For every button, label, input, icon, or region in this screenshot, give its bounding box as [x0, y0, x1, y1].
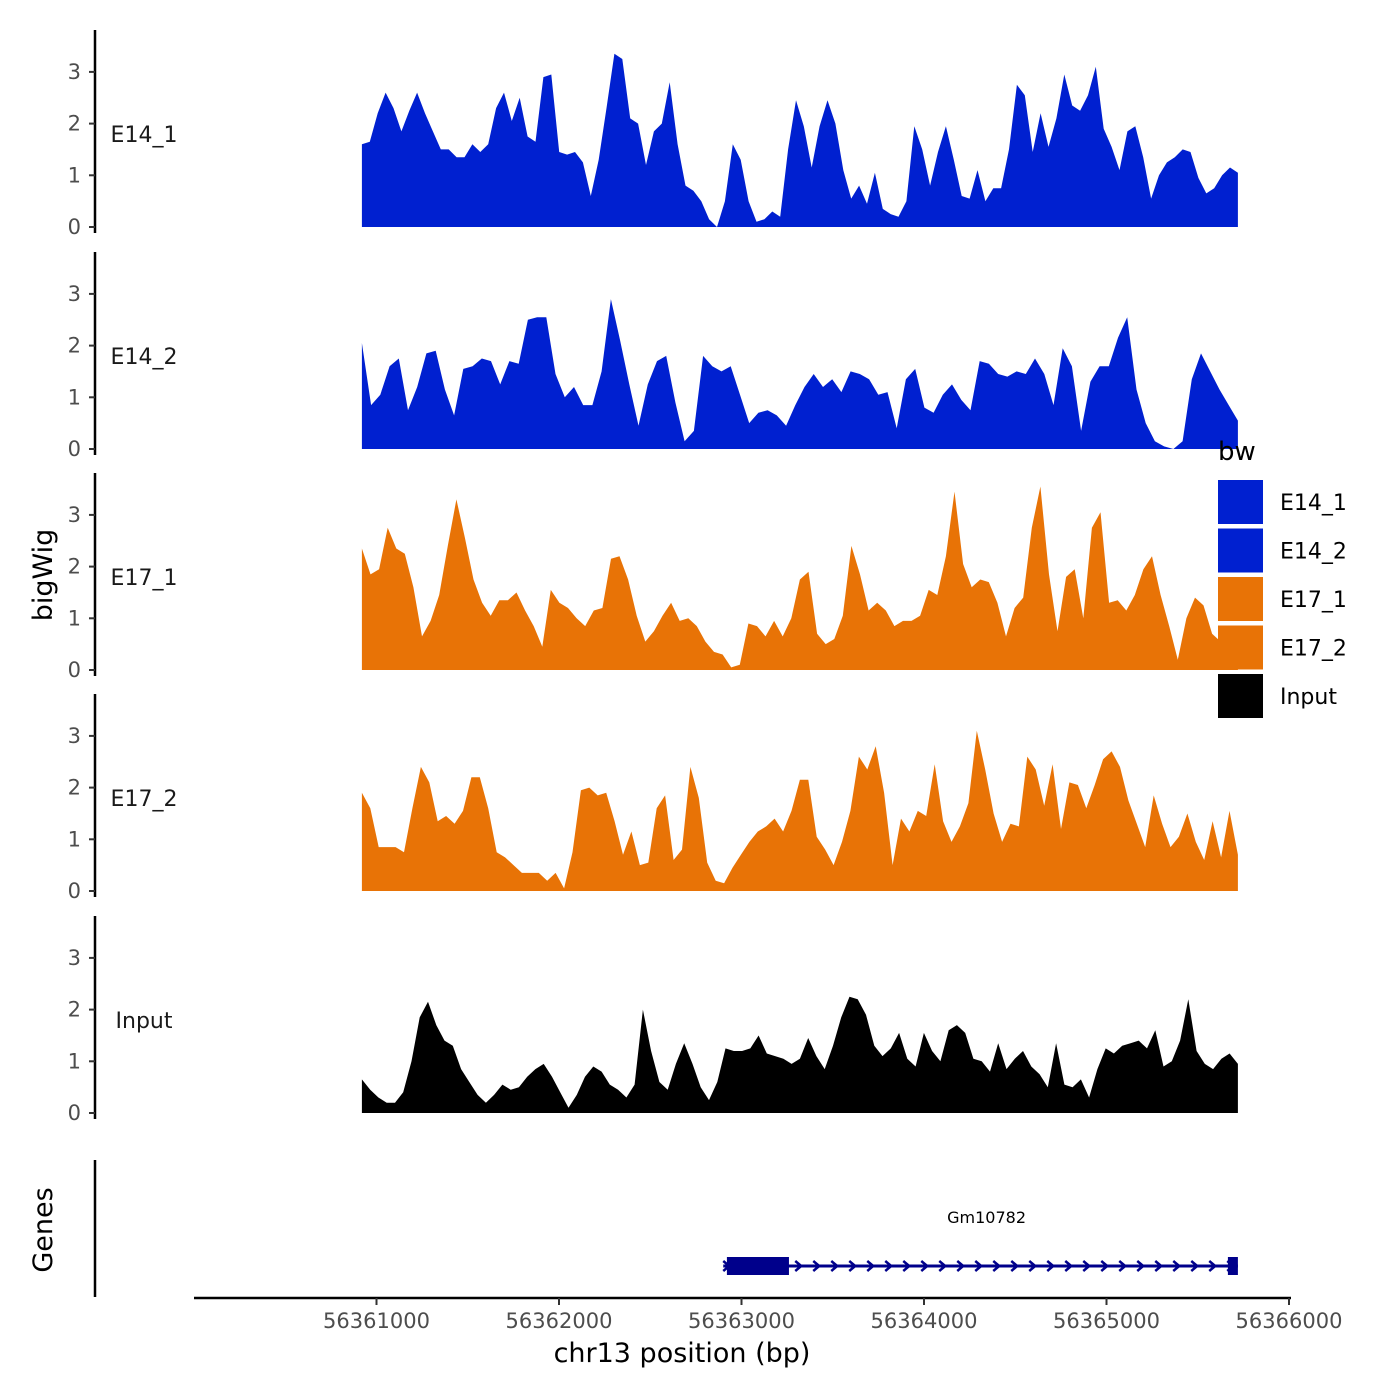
legend-label: E17_2: [1280, 637, 1347, 662]
track-Input: 0 1 2 3 Input: [68, 916, 1238, 1125]
y-tick-label: 0: [68, 437, 81, 461]
legend-label: E14_1: [1280, 491, 1347, 516]
y-tick-label: 1: [68, 385, 81, 409]
strand-arrow: [1010, 1260, 1020, 1272]
y-tick-label: 1: [68, 1049, 81, 1073]
y-tick-label: 0: [68, 658, 81, 682]
y-tick-label: 0: [68, 879, 81, 903]
y-tick-label: 3: [68, 724, 81, 748]
strand-arrow: [1064, 1260, 1074, 1272]
strand-arrow: [1136, 1260, 1146, 1272]
strand-arrow: [830, 1260, 840, 1272]
strand-arrow: [884, 1260, 894, 1272]
signal-tracks: 0 1 2 3 E14_1 0 1 2 3 E14_2 0 1 2 3 E17_1 0 1 2 3 E17_2 0 1 2 3…: [68, 30, 1238, 1125]
y-tick-label: 3: [68, 282, 81, 306]
strand-arrow: [1046, 1260, 1056, 1272]
track-E14_2: 0 1 2 3 E14_2: [68, 252, 1238, 461]
legend-label: E14_2: [1280, 540, 1347, 565]
track-E17_2: 0 1 2 3 E17_2: [68, 694, 1238, 903]
legend-title: bw: [1218, 437, 1256, 467]
genes-track: Gm10782: [93, 1160, 1238, 1297]
strand-arrow: [1028, 1260, 1038, 1272]
strand-arrow: [866, 1260, 876, 1272]
x-tick-label: 56363000: [688, 1309, 795, 1333]
signal-area-E14_2: [361, 299, 1238, 449]
y-tick-label: 3: [68, 60, 81, 84]
genes-track-title: Genes: [28, 1187, 59, 1272]
legend-key-E14_1: [1218, 480, 1263, 524]
x-tick-label: 56362000: [506, 1309, 613, 1333]
x-tick-label: 56365000: [1053, 1309, 1160, 1333]
y-tick-label: 1: [68, 827, 81, 851]
strand-arrow: [992, 1260, 1002, 1272]
strand-arrow: [794, 1260, 804, 1272]
strand-arrow: [1154, 1260, 1164, 1272]
signal-area-E17_2: [361, 730, 1238, 891]
strand-arrow: [938, 1260, 948, 1272]
y-tick-label: 2: [68, 776, 81, 800]
track-E17_1: 0 1 2 3 E17_1: [68, 473, 1238, 682]
strand-arrow: [1118, 1260, 1128, 1272]
x-tick-label: 56364000: [871, 1309, 978, 1333]
gene-Gm10782: Gm10782: [722, 1208, 1238, 1275]
legend: bw E14_1 E14_2 E17_1 E17_2 Input: [1218, 437, 1347, 718]
y-axis-title: bigWig: [28, 529, 59, 622]
gene-exon: [1227, 1257, 1238, 1275]
track-label: Input: [116, 1009, 173, 1034]
signal-area-E17_1: [361, 486, 1238, 670]
legend-key-E17_1: [1218, 577, 1263, 621]
y-tick-label: 1: [68, 606, 81, 630]
x-tick-label: 56366000: [1236, 1309, 1343, 1333]
legend-label: Input: [1280, 685, 1337, 710]
track-E14_1: 0 1 2 3 E14_1: [68, 30, 1238, 239]
track-label: E17_1: [111, 566, 178, 591]
strand-arrow: [920, 1260, 930, 1272]
strand-arrow: [1082, 1260, 1092, 1272]
y-tick-label: 2: [68, 555, 81, 579]
strand-arrow: [956, 1260, 966, 1272]
legend-key-E14_2: [1218, 528, 1263, 573]
strand-arrow: [1172, 1260, 1182, 1272]
signal-area-E14_1: [361, 53, 1238, 227]
signal-area-Input: [361, 996, 1238, 1113]
track-label: E14_1: [111, 123, 178, 148]
y-tick-label: 1: [68, 163, 81, 187]
y-tick-label: 3: [68, 503, 81, 527]
legend-label: E17_1: [1280, 588, 1347, 613]
x-axis-title: chr13 position (bp): [554, 1338, 811, 1369]
x-tick-label: 56361000: [323, 1309, 430, 1333]
legend-key-Input: [1218, 674, 1263, 718]
legend-key-E17_2: [1218, 625, 1263, 670]
strand-arrow: [1100, 1260, 1110, 1272]
strand-arrow: [974, 1260, 984, 1272]
y-tick-label: 3: [68, 946, 81, 970]
y-tick-label: 0: [68, 215, 81, 239]
y-tick-label: 2: [68, 112, 81, 136]
strand-arrow: [848, 1260, 858, 1272]
gene-exon: [726, 1257, 789, 1275]
y-tick-label: 2: [68, 998, 81, 1022]
x-axis: 56361000 56362000 56363000 56364000 56365000…: [194, 1296, 1343, 1333]
y-tick-label: 0: [68, 1101, 81, 1125]
strand-arrow: [812, 1260, 822, 1272]
strand-arrow: [1208, 1260, 1218, 1272]
strand-arrow: [902, 1260, 912, 1272]
y-tick-label: 2: [68, 334, 81, 358]
track-label: E14_2: [111, 345, 178, 370]
track-label: E17_2: [111, 787, 178, 812]
gene-label: Gm10782: [947, 1208, 1026, 1227]
strand-arrow: [1190, 1260, 1200, 1272]
